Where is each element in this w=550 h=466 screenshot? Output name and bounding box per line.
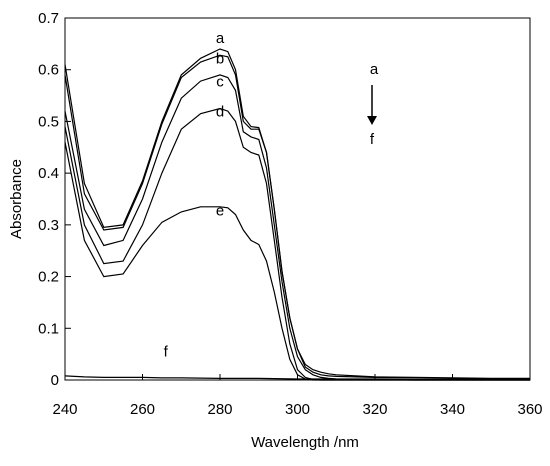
x-tick-label: 240	[52, 401, 77, 418]
x-tick-label: 360	[517, 401, 542, 418]
curve-b	[64, 54, 530, 380]
trend-annotation: a f	[367, 61, 379, 148]
curve-label-f: f	[164, 344, 169, 361]
x-tick-label: 260	[130, 401, 155, 418]
y-tick-label: 0.7	[38, 10, 59, 27]
curve-label-c: c	[216, 73, 224, 90]
curve-c	[64, 74, 530, 381]
y-tick-label: 0.1	[38, 320, 59, 337]
x-axis-label: Wavelength /nm	[251, 434, 359, 451]
trend-start-label: a	[370, 61, 379, 78]
curve-label-a: a	[216, 30, 225, 47]
x-tick-label: 340	[440, 401, 465, 418]
trend-arrow-head	[367, 116, 377, 125]
curve-label-b: b	[216, 51, 224, 68]
y-tick-label: 0	[51, 372, 59, 389]
x-tick-label: 320	[362, 401, 387, 418]
trend-end-label: f	[370, 131, 375, 148]
y-tick-label: 0.6	[38, 62, 59, 79]
y-tick-label: 0.2	[38, 269, 59, 286]
curve-a	[64, 48, 530, 379]
curve-e	[64, 141, 530, 381]
x-tick-label: 300	[285, 401, 310, 418]
y-tick-label: 0.4	[38, 165, 59, 182]
curve-label-e: e	[216, 203, 224, 220]
y-axis-ticks: 0 0.1 0.2 0.3 0.4 0.5 0.6 0.7	[38, 10, 71, 389]
curves	[64, 48, 530, 381]
y-axis-label: Absorbance	[8, 159, 25, 239]
curve-f	[64, 375, 530, 381]
curve-d	[64, 107, 530, 381]
x-tick-label: 280	[207, 401, 232, 418]
y-tick-label: 0.3	[38, 217, 59, 234]
curve-label-d: d	[216, 103, 224, 120]
y-tick-label: 0.5	[38, 113, 59, 130]
